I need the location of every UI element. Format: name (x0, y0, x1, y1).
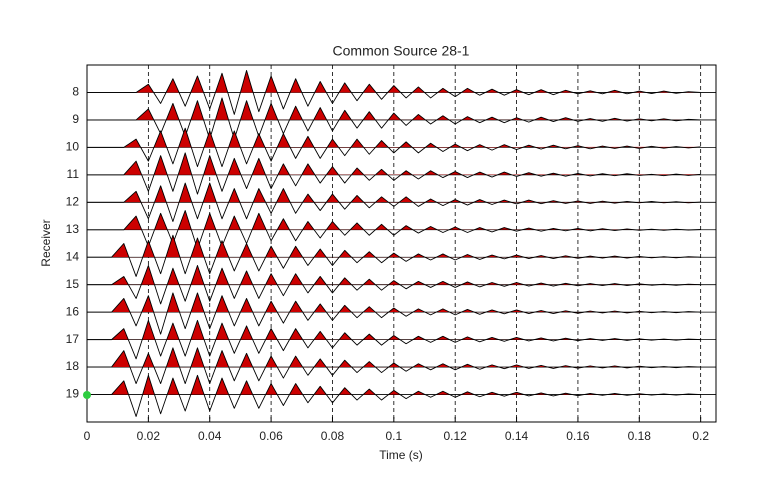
chart-title: Common Source 28-1 (333, 43, 470, 59)
trace (87, 152, 701, 195)
trace (87, 234, 701, 277)
y-tick-label: 14 (66, 249, 80, 263)
y-tick-label: 10 (66, 140, 80, 154)
trace-fill (111, 375, 701, 395)
x-tick-label: 0.16 (566, 429, 590, 443)
x-tick-label: 0 (84, 429, 91, 443)
trace-fill (88, 210, 701, 230)
trace-fill (111, 320, 701, 340)
trace (87, 97, 701, 140)
trace (87, 347, 701, 384)
x-tick-label: 0.06 (259, 429, 283, 443)
plot-area (86, 65, 716, 422)
x-tick-label: 0.2 (692, 429, 709, 443)
trace-fill (87, 97, 701, 120)
trace-fill (87, 128, 701, 148)
plot-frame (86, 64, 717, 423)
trace (87, 70, 701, 115)
trace (87, 182, 701, 222)
trace-fill (87, 235, 701, 258)
source-marker (83, 391, 91, 399)
x-axis-label: Time (s) (379, 448, 423, 462)
x-tick-label: 0.1 (385, 429, 402, 443)
y-tick-label: 8 (72, 85, 79, 99)
y-tick-label: 18 (66, 359, 80, 373)
trace (87, 292, 701, 335)
x-tick-label: 0.08 (321, 429, 345, 443)
y-tick-label: 16 (66, 304, 80, 318)
y-tick-label: 9 (72, 112, 79, 126)
trace (87, 210, 701, 250)
y-tick-label: 17 (66, 332, 80, 346)
trace-fill (87, 70, 701, 93)
trace (87, 265, 701, 305)
x-tick-label: 0.04 (198, 429, 222, 443)
x-tick-label: 0.02 (137, 429, 161, 443)
y-axis-label: Receiver (39, 219, 53, 266)
y-tick-label: 12 (66, 194, 80, 208)
trace-fill (111, 347, 701, 368)
trace (87, 127, 701, 168)
trace (87, 374, 701, 417)
trace (87, 319, 701, 360)
x-tick-label: 0.12 (444, 429, 468, 443)
y-tick-label: 13 (66, 222, 80, 236)
x-tick-label: 0.18 (628, 429, 652, 443)
y-tick-label: 19 (66, 387, 80, 401)
y-tick-label: 15 (66, 277, 80, 291)
y-tick-label: 11 (67, 167, 80, 181)
x-tick-label: 0.14 (505, 429, 529, 443)
